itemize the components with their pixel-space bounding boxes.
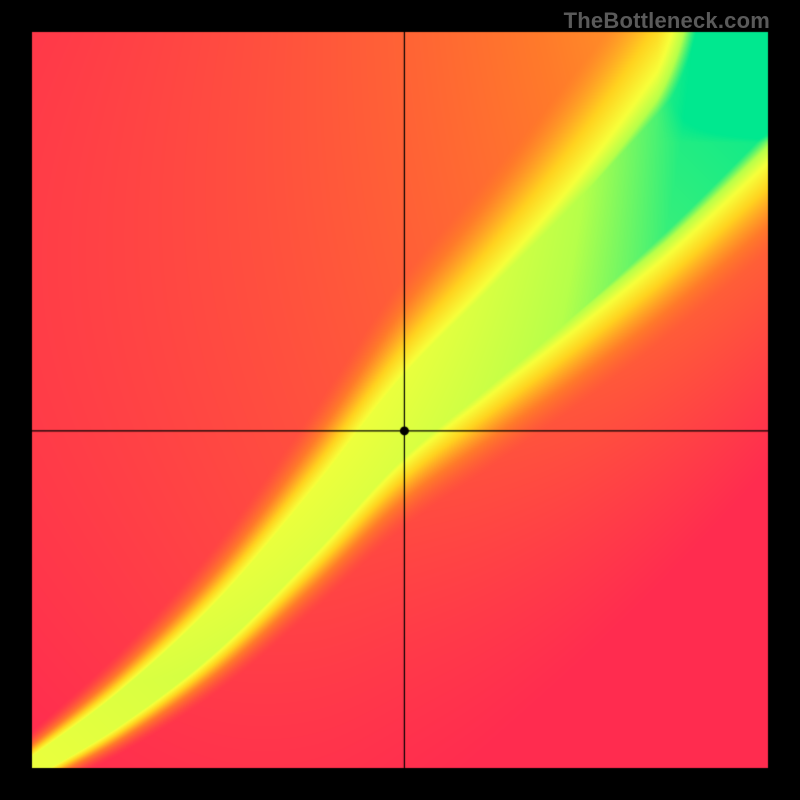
chart-container: TheBottleneck.com <box>0 0 800 800</box>
heatmap-canvas <box>0 0 800 800</box>
watermark-text: TheBottleneck.com <box>564 8 770 34</box>
